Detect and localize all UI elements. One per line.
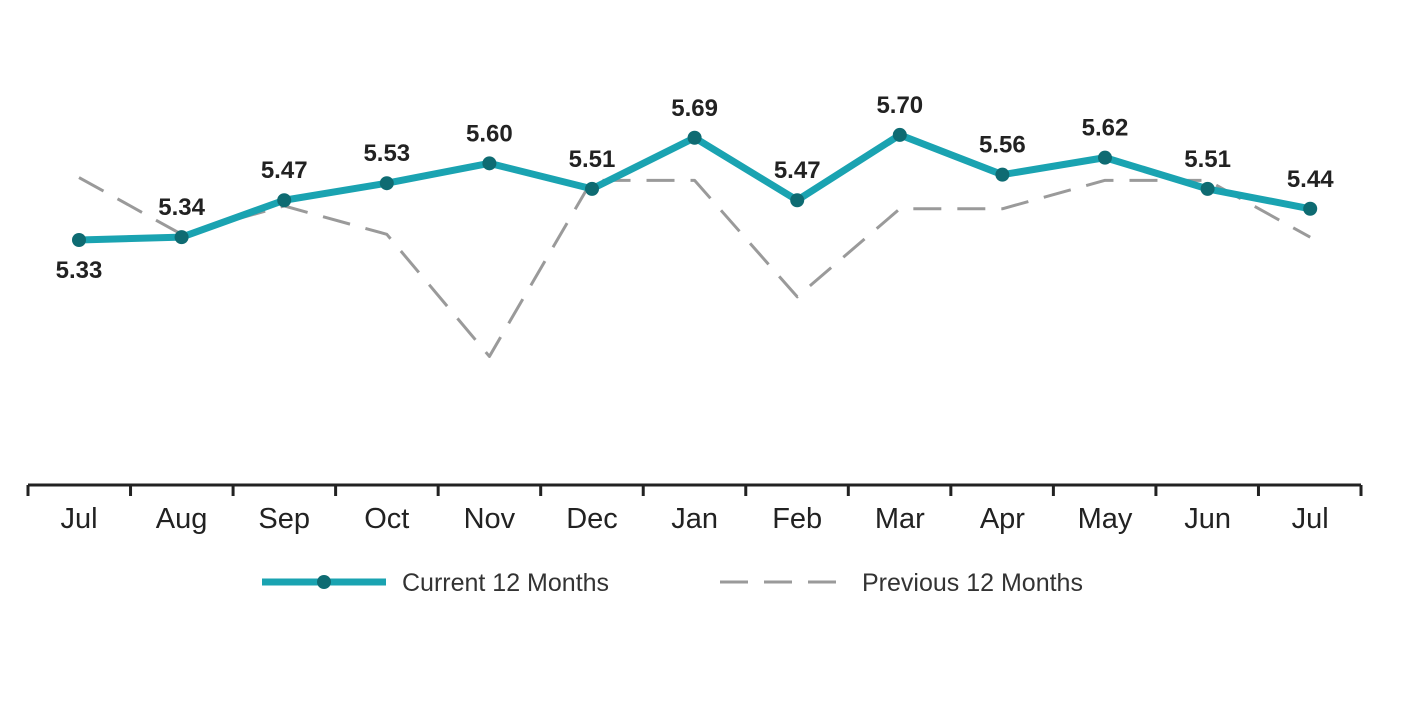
data-label-5: 5.60 [466,120,513,147]
x-tick-label-8: Feb [772,503,822,535]
current-series-layer [72,127,1318,247]
data-label-2: 5.34 [158,194,205,221]
current-point-2 [174,230,189,245]
data-label-13: 5.44 [1287,166,1334,193]
data-label-3: 5.47 [261,157,308,184]
data-label-1: 5.33 [56,257,103,284]
legend: Current 12 Months Previous 12 Months [262,569,1083,597]
current-point-13 [1303,201,1318,216]
current-point-8 [790,193,805,208]
x-tick-label-3: Sep [258,503,310,535]
data-label-9: 5.70 [876,92,923,119]
data-label-10: 5.56 [979,132,1026,159]
legend-current-label: Current 12 Months [402,569,609,597]
current-point-9 [892,127,907,142]
legend-current-swatch-marker [317,575,331,589]
current-point-12 [1200,181,1215,196]
x-tick-label-9: Mar [875,503,925,535]
current-point-10 [995,167,1010,182]
data-label-4: 5.53 [363,140,410,167]
data-label-6: 5.51 [569,146,616,173]
current-point-11 [1098,150,1112,165]
x-tick-label-12: Jun [1184,503,1231,535]
data-label-7: 5.69 [671,95,718,122]
x-axis: Jul Aug Sep Oct Nov Dec Jan Feb Mar Apr May Jun Jul [26,483,1363,535]
legend-previous-label: Previous 12 Months [862,569,1083,597]
x-tick-label-6: Dec [566,503,618,535]
x-tick-label-1: Jul [60,503,97,535]
current-point-1 [72,233,86,247]
x-tick-label-7: Jan [671,503,718,535]
x-tick-label-13: Jul [1292,503,1329,535]
x-tick-label-11: May [1078,503,1133,535]
current-point-6 [585,181,599,196]
data-label-8: 5.47 [774,157,821,184]
current-point-7 [687,130,702,145]
x-tick-label-4: Oct [364,503,409,535]
current-point-3 [277,193,292,208]
x-tick-label-2: Aug [156,503,208,535]
data-label-11: 5.62 [1082,115,1129,142]
x-tick-label-10: Apr [980,503,1025,535]
data-labels-layer: 5.33 5.34 5.47 5.53 5.60 5.51 5.69 5.47 5.70 5.56… [56,92,1335,284]
current-12-months-line [75,131,1314,244]
x-tick-label-5: Nov [464,503,516,535]
current-point-5 [482,156,497,171]
data-label-12: 5.51 [1184,146,1231,173]
current-point-4 [379,176,394,191]
